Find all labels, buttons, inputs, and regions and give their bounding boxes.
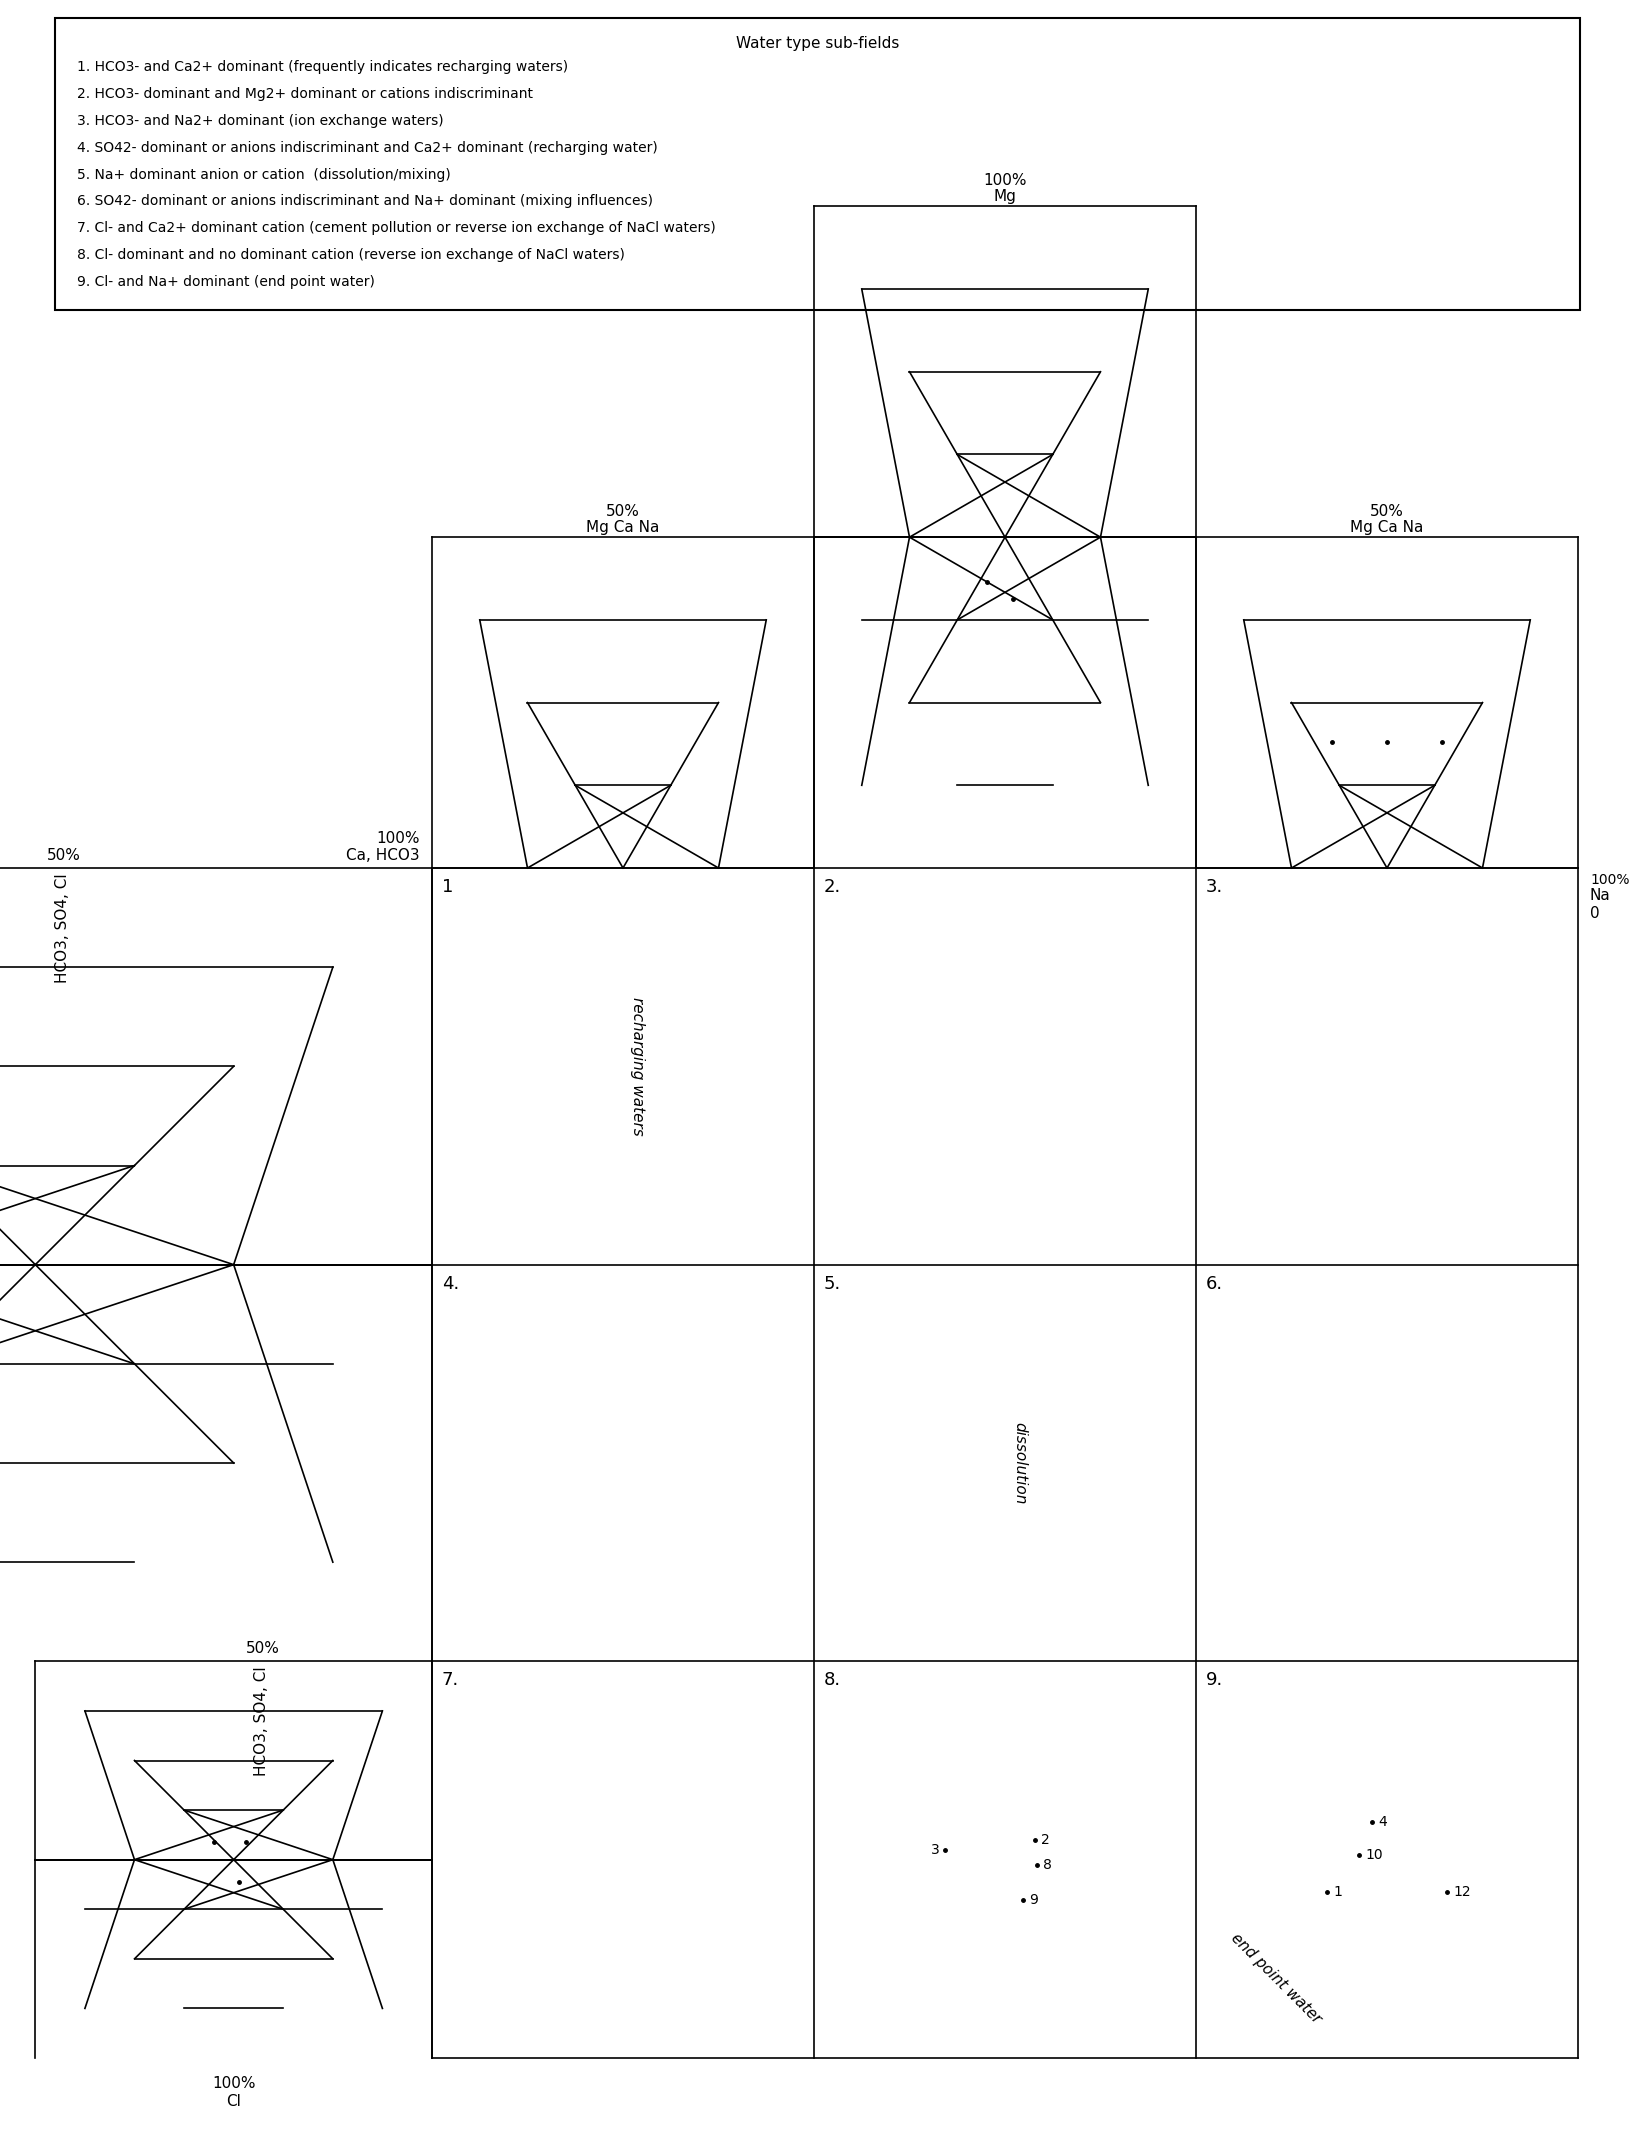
Text: 100%: 100% [376,831,420,846]
Text: Mg Ca Na: Mg Ca Na [587,520,660,535]
Text: 8. Cl- dominant and no dominant cation (reverse ion exchange of NaCl waters): 8. Cl- dominant and no dominant cation (… [77,249,624,262]
Text: 100%: 100% [1590,872,1629,887]
Text: 5.: 5. [824,1274,842,1293]
Text: 10: 10 [1364,1847,1382,1862]
Text: end point water: end point water [1229,1931,1324,2026]
Text: 4: 4 [1377,1815,1387,1828]
Text: Na: Na [1590,887,1611,902]
Text: Cl: Cl [225,2094,242,2109]
Text: 1. HCO3- and Ca2+ dominant (frequently indicates recharging waters): 1. HCO3- and Ca2+ dominant (frequently i… [77,60,569,73]
Text: 3. HCO3- and Na2+ dominant (ion exchange waters): 3. HCO3- and Na2+ dominant (ion exchange… [77,114,443,127]
Text: 1: 1 [443,879,453,896]
Text: 9. Cl- and Na+ dominant (end point water): 9. Cl- and Na+ dominant (end point water… [77,275,374,290]
Text: 50%: 50% [1369,505,1404,520]
Text: 4. SO42- dominant or anions indiscriminant and Ca2+ dominant (recharging water): 4. SO42- dominant or anions indiscrimina… [77,140,659,155]
Text: 8: 8 [1042,1858,1052,1871]
Text: HCO3, SO4, Cl: HCO3, SO4, Cl [253,1667,268,1776]
Text: 8.: 8. [824,1671,842,1688]
Text: dissolution: dissolution [1013,1422,1028,1504]
Text: 9: 9 [1029,1892,1038,1907]
Text: 6.: 6. [1206,1274,1224,1293]
Text: 50%: 50% [245,1641,279,1656]
Text: 0: 0 [1590,906,1600,921]
Text: 12: 12 [1453,1884,1471,1899]
Text: HCO3, SO4, Cl: HCO3, SO4, Cl [56,872,70,982]
Text: 4.: 4. [443,1274,459,1293]
Text: 6. SO42- dominant or anions indiscriminant and Na+ dominant (mixing influences): 6. SO42- dominant or anions indiscrimina… [77,195,654,208]
Text: 100%: 100% [212,2075,255,2090]
Text: 2. HCO3- dominant and Mg2+ dominant or cations indiscriminant: 2. HCO3- dominant and Mg2+ dominant or c… [77,86,533,101]
Text: 3: 3 [931,1843,940,1856]
Text: 50%: 50% [47,848,82,863]
Text: recharging waters: recharging waters [631,997,645,1136]
Text: Mg: Mg [993,189,1016,204]
Text: 2: 2 [1041,1832,1049,1847]
Text: Water type sub-fields: Water type sub-fields [735,37,899,52]
Text: 2.: 2. [824,879,842,896]
Text: 9.: 9. [1206,1671,1224,1688]
Text: 50%: 50% [606,505,641,520]
Text: 1: 1 [1333,1884,1342,1899]
Text: 7. Cl- and Ca2+ dominant cation (cement pollution or reverse ion exchange of NaC: 7. Cl- and Ca2+ dominant cation (cement … [77,221,716,236]
Text: 7.: 7. [443,1671,459,1688]
Text: 3.: 3. [1206,879,1224,896]
Text: 5. Na+ dominant anion or cation  (dissolution/mixing): 5. Na+ dominant anion or cation (dissolu… [77,168,451,183]
Text: 100%: 100% [984,174,1026,189]
Bar [56,17,1580,309]
Text: Mg Ca Na: Mg Ca Na [1350,520,1423,535]
Text: Ca, HCO3: Ca, HCO3 [346,848,420,863]
